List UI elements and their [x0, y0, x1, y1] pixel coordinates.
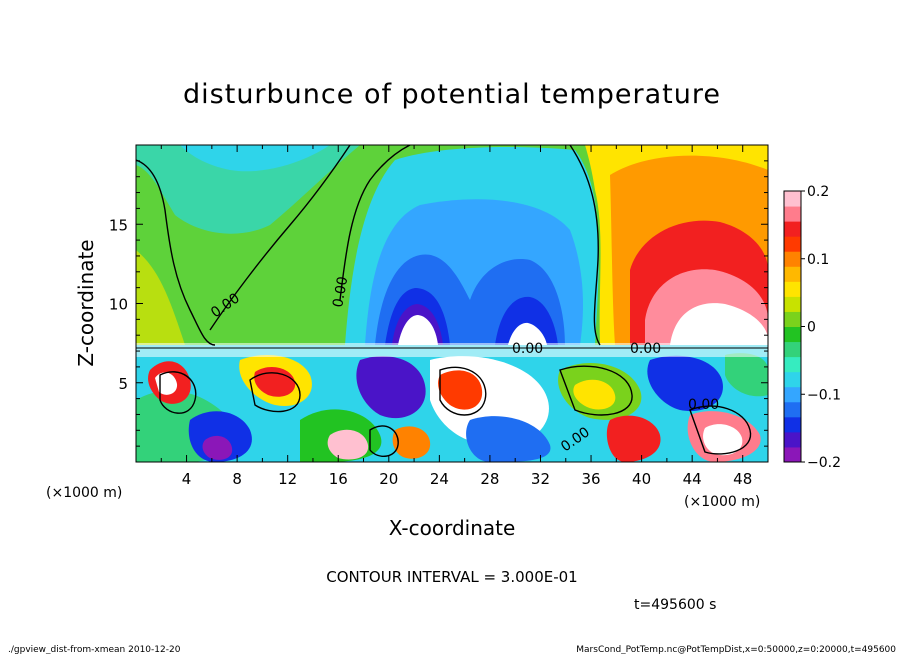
x-tick-label: 32: [531, 470, 550, 488]
colorbar-swatch: [784, 416, 801, 433]
heatmap-upper-left-topcyan: [180, 145, 330, 172]
colorbar-swatch: [784, 341, 801, 358]
colorbar-swatch: [784, 191, 801, 207]
x-tick-label: 16: [329, 470, 348, 488]
x-tick-label: 36: [581, 470, 600, 488]
time-text: t=495600 s: [634, 597, 716, 613]
colorbar-swatch: [784, 266, 801, 282]
contour-lower-1: [159, 371, 197, 414]
contour-lines: [136, 145, 768, 457]
contour-interval-text: CONTOUR INTERVAL = 3.000E-01: [326, 568, 577, 586]
colorbar-swatch: [784, 311, 801, 327]
heatmap-trough-white-right: [508, 322, 547, 345]
colorbar-tick-label: 0.1: [807, 252, 829, 268]
x-tick-label: 44: [683, 470, 702, 488]
colorbar-swatch: [784, 446, 801, 463]
colorbar-tick-label: 0.2: [807, 184, 829, 200]
contour-label: 0.00: [688, 397, 719, 413]
colorbar-tick-label: −0.1: [807, 387, 841, 403]
x-tick-label: 40: [632, 470, 651, 488]
heatmap-lower-blue-4: [647, 355, 723, 412]
contour-lower-3: [439, 366, 487, 416]
heatmap-warm-white: [670, 303, 768, 345]
colorbar-swatch: [784, 326, 801, 343]
y-tick-label: 15: [109, 216, 128, 234]
heatmap-lower-orange-1: [392, 426, 431, 459]
colorbar-swatch: [784, 401, 801, 418]
x-tick-label: 20: [379, 470, 398, 488]
heatmap-lower-white-3: [703, 424, 743, 456]
colorbar-swatch: [784, 431, 801, 448]
heatmap-upper-left-cyan: [136, 145, 360, 234]
colorbar-swatch: [784, 236, 801, 252]
contour-lower-6: [369, 425, 399, 457]
y-tick-label: 5: [118, 375, 128, 393]
x-unit-left: (×1000 m): [46, 485, 122, 501]
x-axis: 4 8 12 16 20 24 28 32 36 40 44 48: [160, 145, 752, 488]
footer-left: ./gpview_dist-from-xmean 2010-12-20: [8, 645, 181, 654]
contour-label: 0.00: [630, 341, 661, 357]
heatmap-lower-pink-1: [327, 429, 369, 460]
contour-label: 0.00: [330, 275, 351, 308]
heatmap-boundary-strip: [136, 343, 768, 357]
contour-zero-trough-right: [569, 145, 601, 346]
heatmap-field: [136, 145, 768, 462]
colorbar-swatch: [784, 221, 801, 237]
contour-zero-trough-left: [339, 145, 411, 301]
x-tick-label: 28: [480, 470, 499, 488]
contour-lower-5: [689, 405, 752, 455]
heatmap-lower-red-4: [606, 415, 661, 462]
x-unit-right: (×1000 m): [684, 494, 760, 510]
y-axis: 5 10 15: [109, 160, 768, 447]
y-axis-title: Z-coordinate: [74, 239, 98, 366]
contour-lower-2: [249, 372, 301, 413]
x-tick-label: 12: [278, 470, 297, 488]
heatmap-trough-white-left: [398, 315, 438, 345]
x-tick-label: 48: [733, 470, 752, 488]
x-tick-label: 24: [430, 470, 449, 488]
colorbar-swatch: [784, 386, 801, 403]
colorbar-swatch: [784, 356, 801, 373]
y-tick-label: 10: [109, 296, 128, 314]
heatmap-lower-yellow-2: [573, 379, 616, 410]
contour-lower-4: [559, 365, 633, 416]
colorbar-swatch: [784, 296, 801, 312]
x-tick-label: 4: [182, 470, 192, 488]
heatmap-lower-red-3: [438, 370, 483, 410]
x-axis-title: X-coordinate: [389, 516, 516, 540]
chart-title: disturbunce of potential temperature: [183, 79, 721, 110]
heatmap-lower-blue-2: [356, 356, 426, 419]
colorbar-labels: 0.2 0.1 0 −0.1 −0.2: [801, 184, 841, 471]
heatmap-lower-green-4: [725, 353, 768, 397]
x-tick-label: 8: [232, 470, 242, 488]
heatmap-upper-left-yellow: [136, 250, 185, 345]
heatmap-lower-blue-3: [466, 416, 551, 462]
colorbar: [783, 190, 802, 463]
colorbar-swatch: [784, 371, 801, 388]
heatmap-lower-red-2: [254, 367, 296, 397]
colorbar-swatch: [784, 281, 801, 297]
contour-zero-left: [136, 159, 216, 346]
colorbar-tick-label: 0: [807, 320, 816, 336]
footer-right: MarsCond_PotTemp.nc@PotTempDist,x=0:5000…: [576, 645, 896, 654]
heatmap-lower-violet-1: [202, 435, 233, 460]
colorbar-swatch: [784, 206, 801, 222]
contour-zero-midleft: [209, 145, 351, 331]
heatmap-trough-darkblue-right: [495, 296, 558, 345]
contour-label: 0.00: [512, 341, 543, 357]
colorbar-tick-label: −0.2: [807, 455, 841, 471]
colorbar-swatch: [784, 251, 801, 267]
